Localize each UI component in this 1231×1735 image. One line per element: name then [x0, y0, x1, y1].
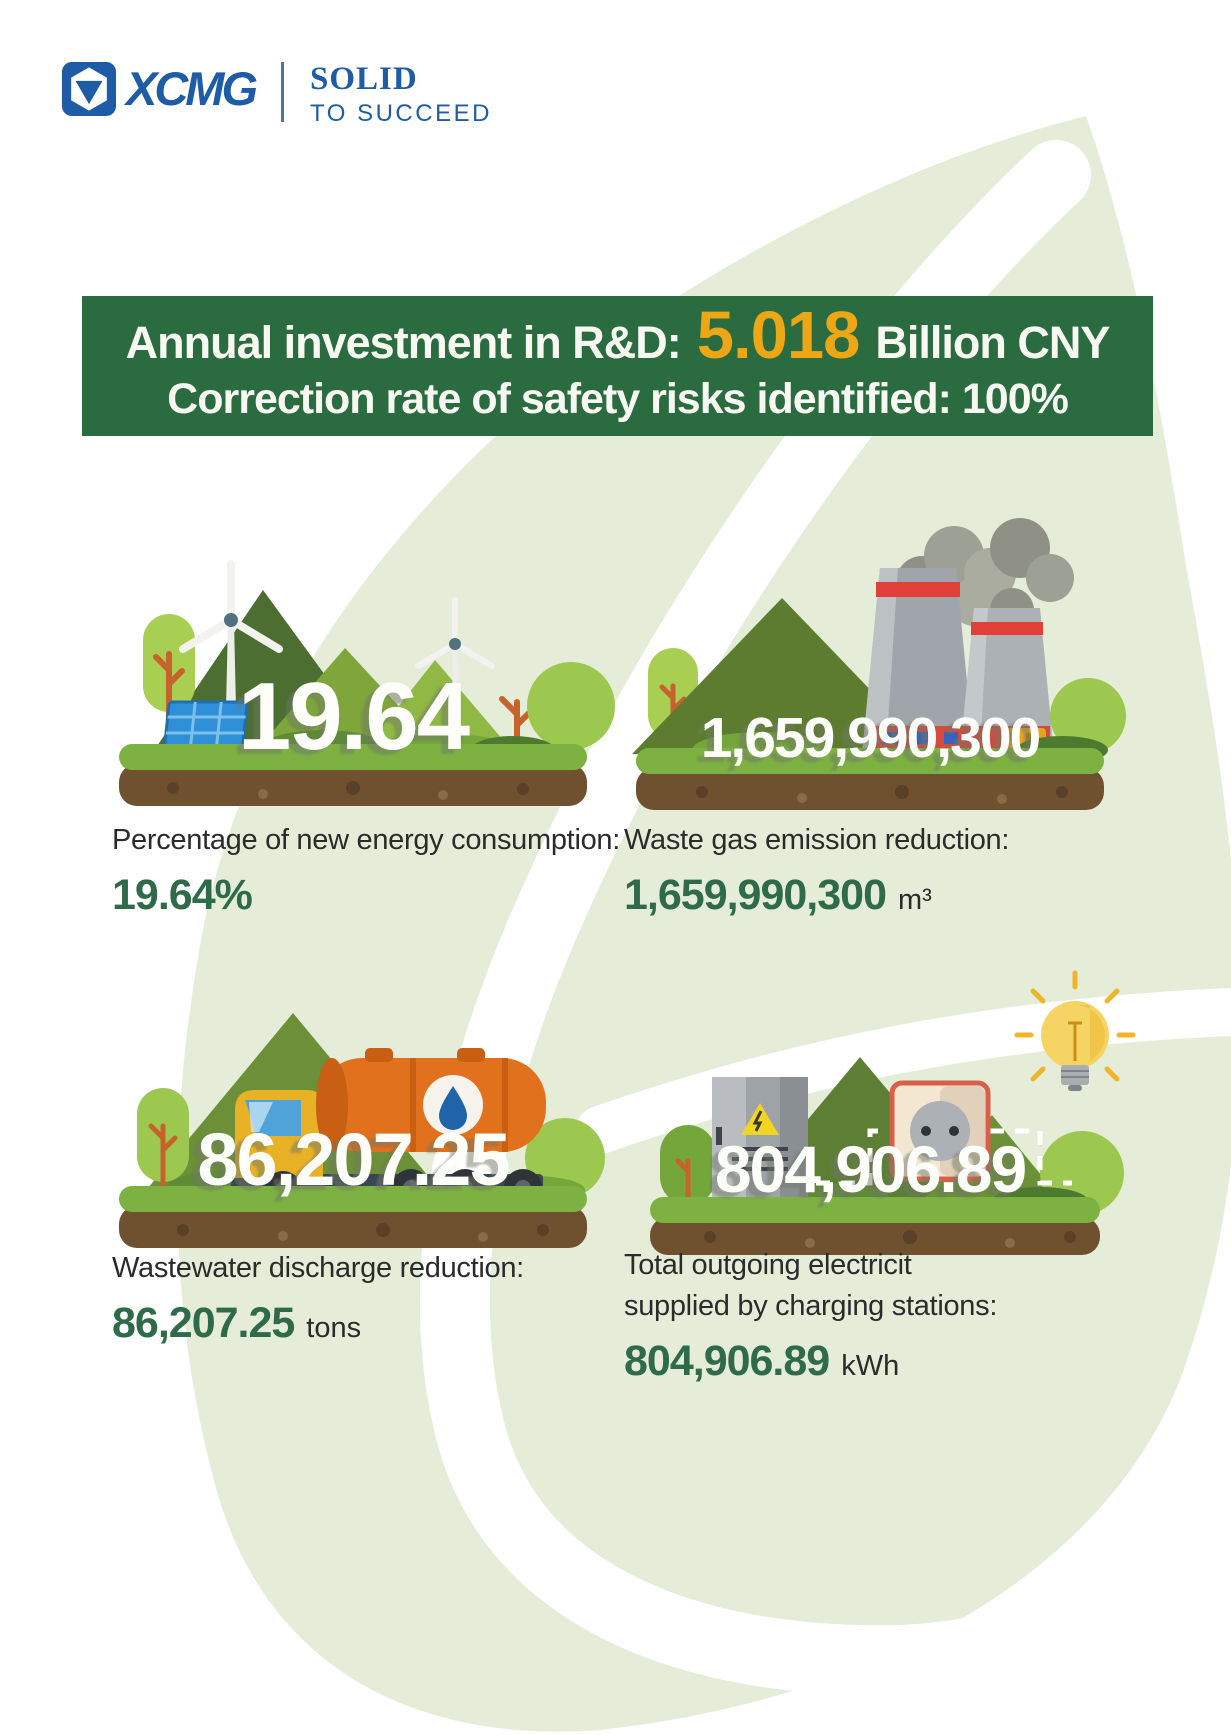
- dashed-connector: [816, 1128, 1072, 1186]
- tagline-line2: TO SUCCEED: [310, 100, 492, 127]
- stat-waste-gas: Waste gas emission reduction: 1,659,990,…: [624, 820, 1184, 920]
- ground: [650, 1197, 1100, 1255]
- banner-line1-suffix: Billion CNY: [875, 316, 1110, 368]
- stat-value: 1,659,990,300 m³: [624, 871, 932, 919]
- overlay-number: 86,207.25: [197, 1118, 510, 1201]
- stat-value: 804,906.89 kWh: [624, 1337, 900, 1385]
- overlay-number: 804,906.89: [714, 1132, 1027, 1206]
- stat-label: Percentage of new energy consumption:: [112, 824, 620, 856]
- overlay-number: 19.64: [237, 663, 470, 770]
- stat-charging: Total outgoing electricit supplied by ch…: [624, 1245, 1184, 1386]
- stat-value: 19.64%: [112, 871, 253, 919]
- mountain-shape: [632, 598, 932, 754]
- tagline-line1: SOLID: [310, 61, 418, 97]
- brand-divider: [281, 62, 284, 122]
- banner-line1-prefix: Annual investment in R&D:: [125, 316, 682, 368]
- ground: [636, 748, 1104, 810]
- stat-scene-new-energy: 19.64: [113, 552, 615, 812]
- cooling-towers-icon: [862, 568, 1054, 754]
- power-outlet-icon: [889, 1080, 991, 1182]
- stat-value: 86,207.25 tons: [112, 1299, 362, 1347]
- banner-highlight-value: 5.018: [696, 297, 861, 373]
- xcmg-logo-text: XCMG: [126, 62, 258, 115]
- ground: [119, 744, 587, 806]
- leaf-main-vein: [419, 140, 1231, 1696]
- banner-line2: Correction rate of safety risks identifi…: [167, 374, 1069, 423]
- overlay-number: 1,659,990,300: [700, 706, 1042, 770]
- ground: [119, 1186, 587, 1248]
- brand-tagline: SOLID TO SUCCEED: [310, 62, 492, 129]
- wind-turbine-icon: [415, 597, 495, 752]
- leaf-side-vein: [576, 988, 1231, 1154]
- power-cabinet-icon: [712, 1077, 808, 1207]
- stat-scene-charging: 804,906.89: [620, 965, 1136, 1255]
- xcmg-logo: XCMG: [62, 62, 258, 116]
- stat-wastewater: Wastewater discharge reduction: 86,207.2…: [112, 1248, 632, 1348]
- stat-label: Waste gas emission reduction:: [624, 824, 1010, 856]
- stat-label: Wastewater discharge reduction:: [112, 1252, 524, 1284]
- brand-header: XCMG SOLID TO SUCCEED: [62, 62, 492, 129]
- stat-scene-waste-gas: 1,659,990,300: [622, 518, 1126, 815]
- light-bulb-icon: [1014, 970, 1136, 1091]
- tree-icon: [137, 1088, 189, 1195]
- rd-investment-banner: Annual investment in R&D: 5.018 Billion …: [82, 296, 1153, 436]
- stat-new-energy: Percentage of new energy consumption: 19…: [112, 820, 632, 920]
- banner-line1: Annual investment in R&D: 5.018 Billion …: [125, 297, 1111, 373]
- stat-label: Total outgoing electricit supplied by ch…: [624, 1249, 998, 1322]
- stat-scene-wastewater: 86,207.25: [113, 958, 605, 1248]
- xcmg-logo-icon: [62, 62, 116, 116]
